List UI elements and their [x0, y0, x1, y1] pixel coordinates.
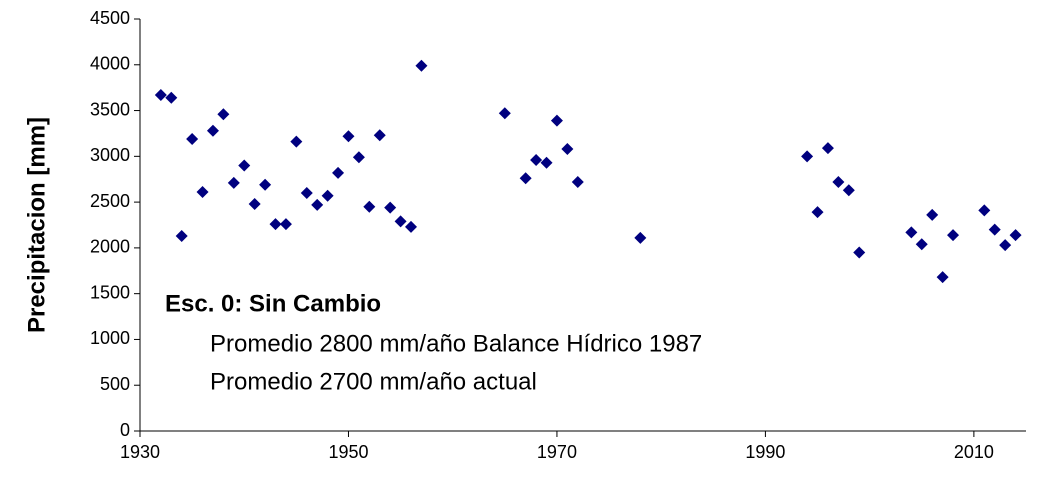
- point: [915, 238, 928, 251]
- point: [905, 226, 918, 239]
- point: [342, 130, 355, 143]
- annotation: Promedio 2700 mm/año actual: [210, 368, 537, 395]
- point: [842, 184, 855, 197]
- point: [550, 114, 563, 127]
- point: [332, 166, 345, 179]
- x-tick-label: 1970: [537, 442, 577, 462]
- point: [634, 231, 647, 244]
- x-tick-label: 1950: [328, 442, 368, 462]
- point: [498, 107, 511, 120]
- point: [530, 153, 543, 166]
- point: [801, 150, 814, 163]
- annotation: Promedio 2800 mm/año Balance Hídrico 198…: [210, 330, 702, 357]
- point: [1009, 229, 1022, 242]
- x-tick-label: 1930: [120, 442, 160, 462]
- point: [175, 229, 188, 242]
- point: [238, 159, 251, 172]
- annotation: Esc. 0: Sin Cambio: [165, 290, 381, 317]
- y-tick-label: 2500: [90, 191, 130, 211]
- point: [926, 208, 939, 221]
- point: [571, 175, 584, 188]
- point: [186, 132, 199, 145]
- point: [259, 178, 272, 191]
- y-tick-label: 4500: [90, 8, 130, 28]
- y-tick-label: 3000: [90, 145, 130, 165]
- point: [519, 172, 532, 185]
- point: [311, 198, 324, 211]
- point: [363, 200, 376, 213]
- x-tick-label: 2010: [954, 442, 994, 462]
- point: [248, 197, 261, 210]
- point: [217, 108, 230, 121]
- point: [853, 246, 866, 259]
- point: [165, 91, 178, 104]
- point: [352, 151, 365, 164]
- point: [832, 175, 845, 188]
- point: [269, 218, 282, 231]
- point: [936, 271, 949, 284]
- y-tick-label: 1000: [90, 328, 130, 348]
- y-tick-label: 3500: [90, 99, 130, 119]
- point: [999, 239, 1012, 252]
- point: [394, 215, 407, 228]
- y-tick-label: 1500: [90, 282, 130, 302]
- point: [300, 186, 313, 199]
- point: [947, 229, 960, 242]
- point: [290, 135, 303, 148]
- y-tick-label: 500: [100, 374, 130, 394]
- point: [154, 88, 167, 101]
- y-tick-label: 2000: [90, 237, 130, 257]
- y-tick-label: 0: [120, 420, 130, 440]
- point: [405, 220, 418, 233]
- point: [384, 201, 397, 214]
- point: [561, 143, 574, 156]
- point: [988, 223, 1001, 236]
- point: [206, 124, 219, 137]
- point: [811, 206, 824, 219]
- point: [321, 189, 334, 202]
- point: [279, 218, 292, 231]
- point: [415, 59, 428, 72]
- point: [978, 204, 991, 217]
- point: [227, 176, 240, 189]
- point: [196, 186, 209, 199]
- y-axis-label: Precipitacion [mm]: [23, 117, 50, 333]
- x-tick-label: 1990: [745, 442, 785, 462]
- point: [373, 129, 386, 142]
- point: [540, 156, 553, 169]
- point: [821, 142, 834, 155]
- y-tick-label: 4000: [90, 54, 130, 74]
